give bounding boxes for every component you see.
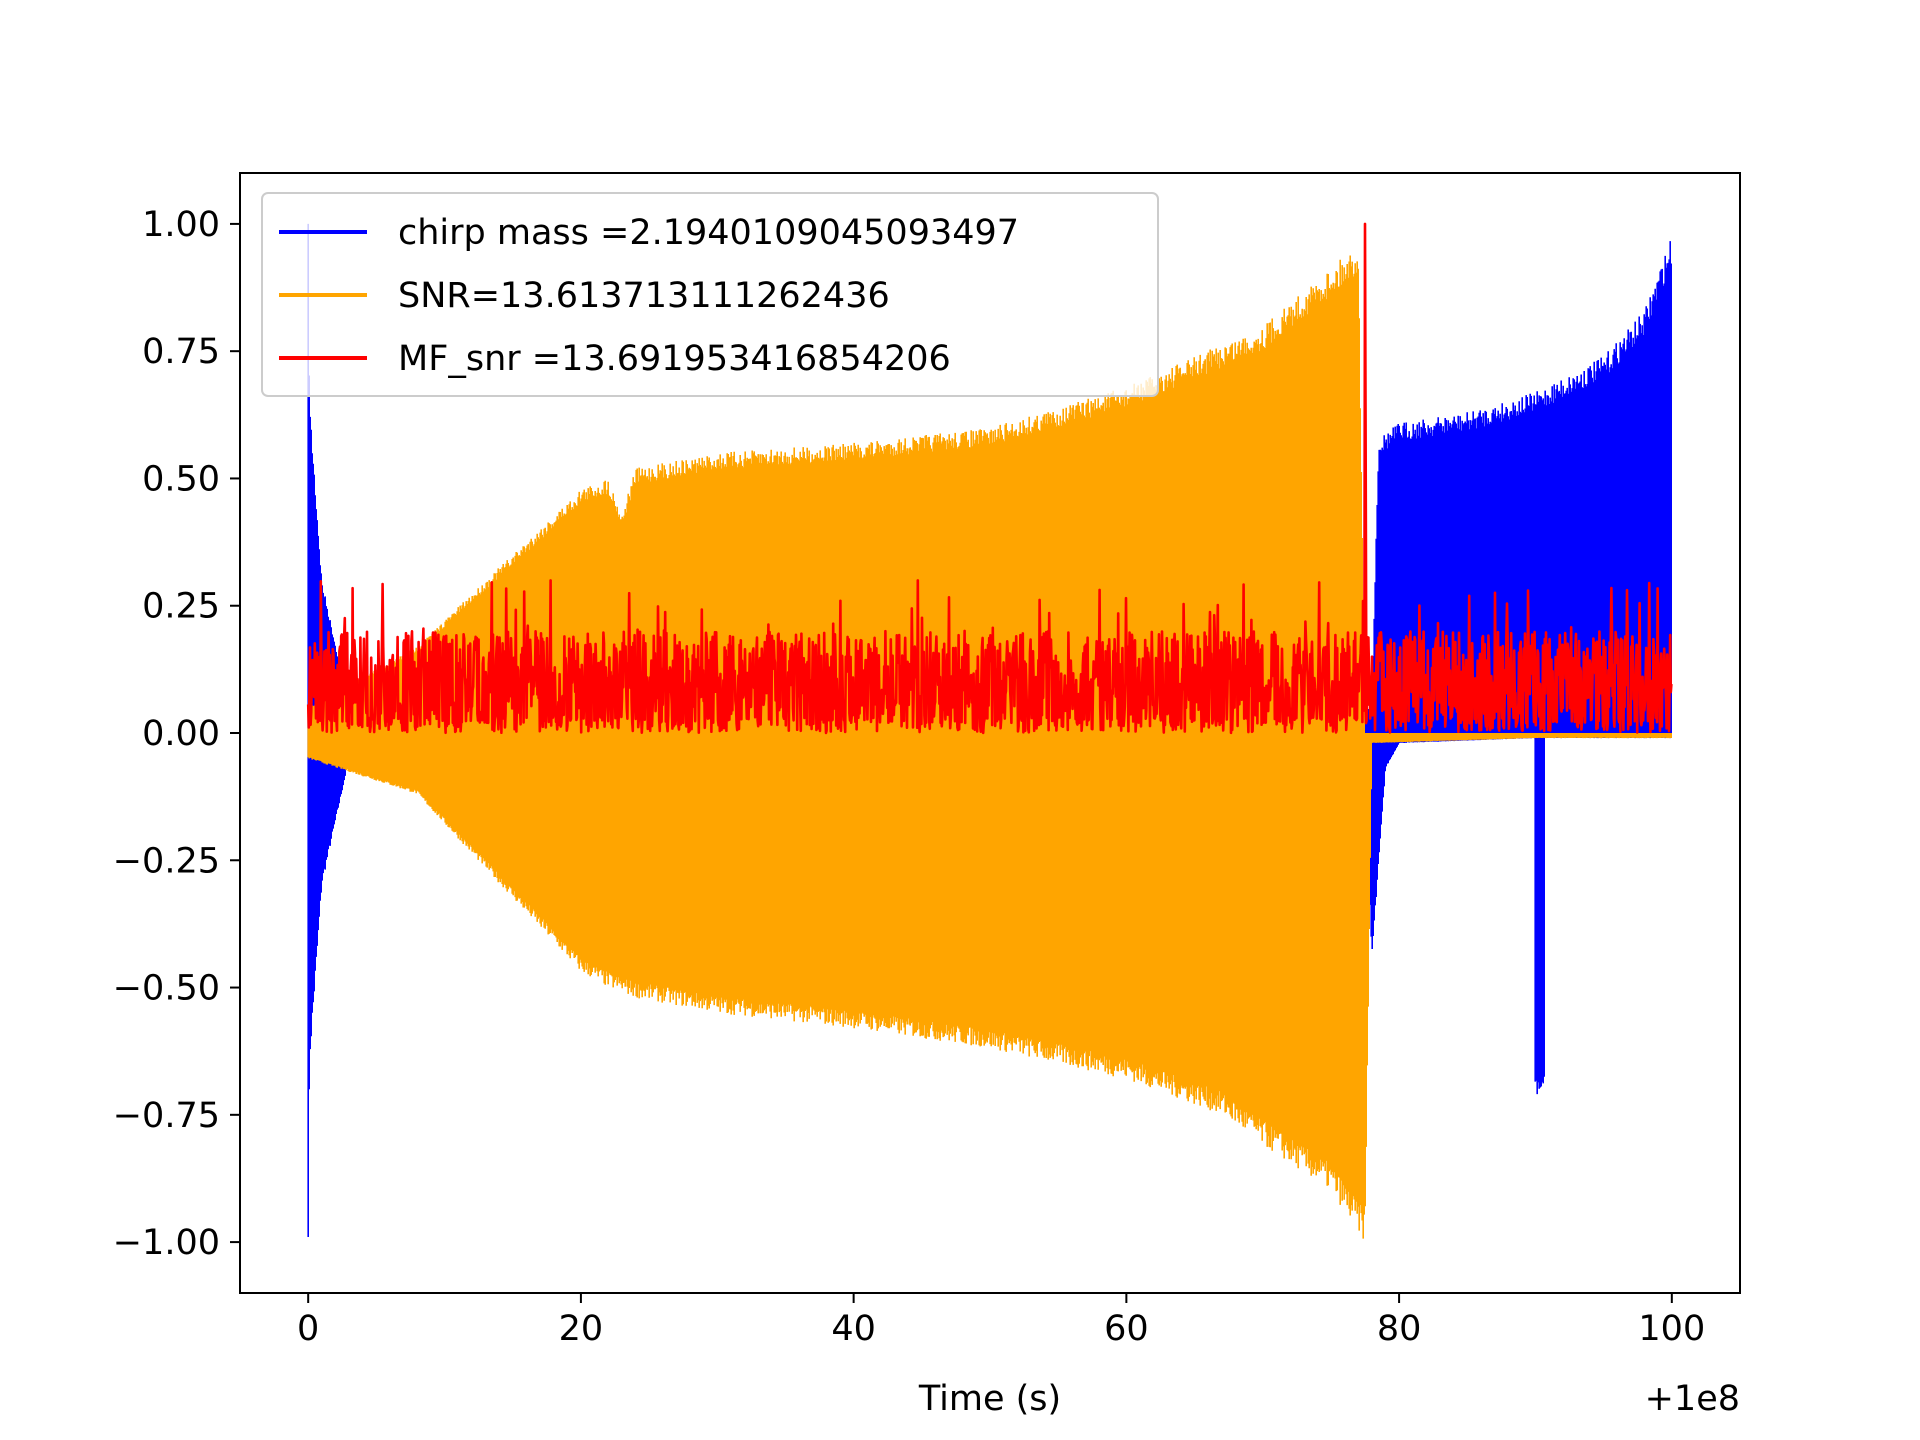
plot-series: [306, 222, 1673, 1239]
x-tick-label: 40: [831, 1309, 876, 1349]
legend-box: [261, 192, 1159, 397]
x-tick-label: 60: [1104, 1309, 1149, 1349]
legend-label: SNR=13.613713111262436: [398, 276, 890, 316]
x-axis: 0 20 40 60 80 100: [297, 1293, 1705, 1349]
y-tick-label: −1.00: [113, 1223, 220, 1263]
y-tick-label: −0.75: [113, 1096, 220, 1136]
x-tick-label: 20: [559, 1309, 604, 1349]
y-tick-label: 0.25: [142, 587, 220, 627]
y-tick-label: −0.50: [113, 969, 220, 1009]
x-tick-label: 0: [297, 1309, 319, 1349]
series-line: [306, 222, 1673, 735]
y-tick-label: 0.50: [142, 459, 220, 499]
x-tick-label: 80: [1377, 1309, 1422, 1349]
x-tick-label: 100: [1638, 1309, 1705, 1349]
y-axis: 1.00 0.75 0.50 0.25 0.00 −0.25 −0.50 −0.75 −1.00: [113, 205, 240, 1263]
y-tick-label: 1.00: [142, 205, 220, 245]
x-axis-label: Time (s): [918, 1379, 1061, 1419]
series-line: [307, 255, 1672, 1239]
legend-label: MF_snr =13.691953416854206: [398, 339, 951, 379]
y-tick-label: −0.25: [113, 841, 220, 881]
y-tick-label: 0.75: [142, 332, 220, 372]
y-tick-label: 0.00: [142, 714, 220, 754]
legend: chirp mass =2.1940109045093497 SNR=13.613…: [261, 192, 1159, 397]
legend-label: chirp mass =2.1940109045093497: [398, 213, 1019, 253]
x-axis-offset: +1e8: [1645, 1379, 1740, 1419]
